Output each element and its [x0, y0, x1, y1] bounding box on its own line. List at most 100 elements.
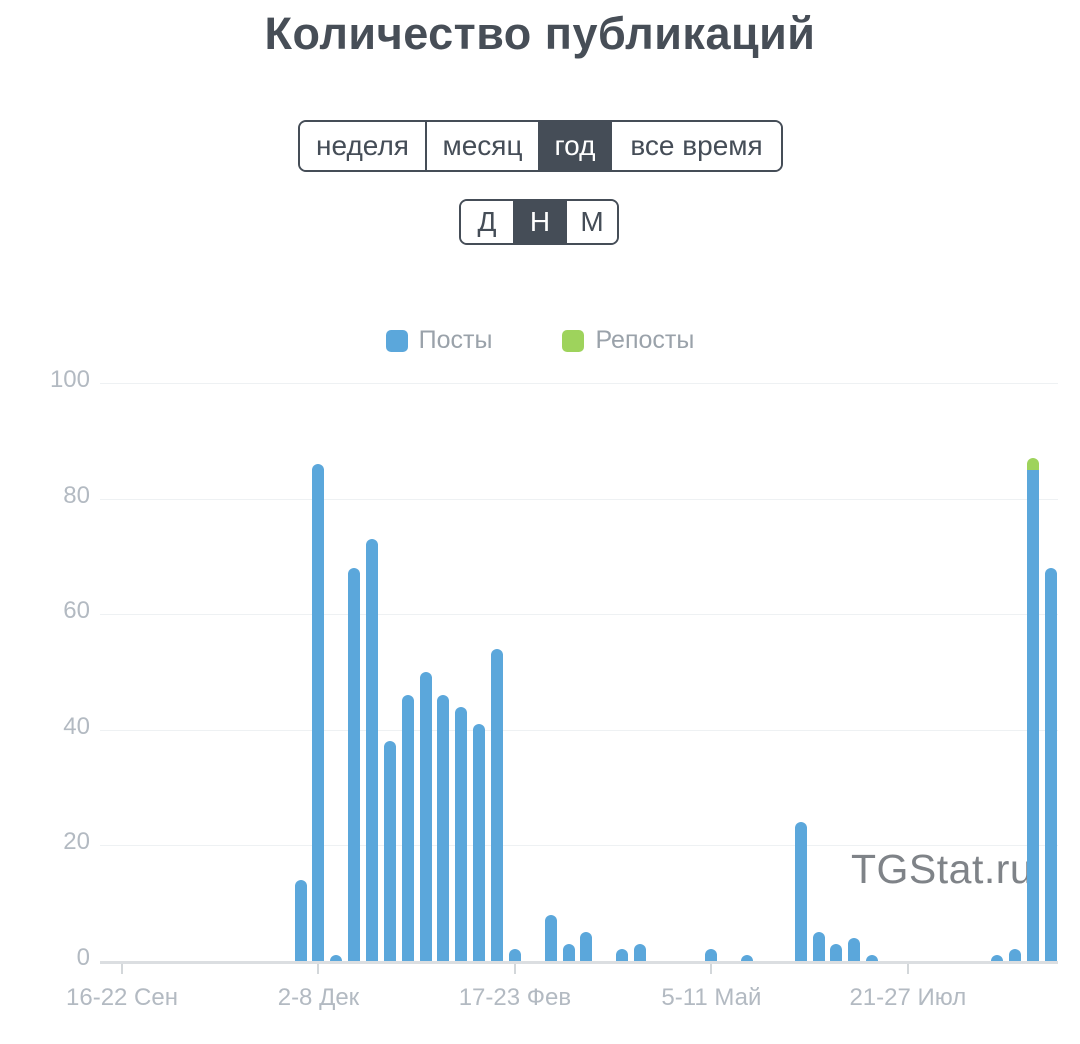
- granularity-option-week[interactable]: Н: [513, 201, 565, 243]
- bar[interactable]: [473, 724, 486, 961]
- period-option-week[interactable]: неделя: [300, 122, 425, 170]
- x-axis-tick: [710, 964, 713, 974]
- legend-item-reposts[interactable]: Репосты: [562, 326, 694, 355]
- bar-posts-segment[interactable]: [991, 955, 1004, 961]
- bar[interactable]: [312, 463, 325, 961]
- bar-posts-segment[interactable]: [330, 955, 343, 961]
- bar-posts-segment[interactable]: [294, 880, 307, 961]
- bar[interactable]: [1009, 949, 1021, 961]
- bar-posts-segment[interactable]: [741, 955, 754, 961]
- bar[interactable]: [419, 672, 432, 961]
- legend-label-posts: Посты: [418, 326, 493, 354]
- x-axis-tick-label: 2-8 Дек: [277, 984, 360, 1011]
- granularity-option-month[interactable]: М: [565, 201, 617, 243]
- page-title: Количество публикаций: [264, 8, 816, 59]
- bar-posts-segment[interactable]: [866, 955, 879, 961]
- bar[interactable]: [848, 937, 861, 961]
- bar-posts-segment[interactable]: [830, 943, 843, 961]
- bar-posts-segment[interactable]: [348, 567, 361, 961]
- bar[interactable]: [830, 943, 843, 961]
- bar-posts-segment[interactable]: [366, 539, 379, 961]
- bar-posts-segment[interactable]: [312, 463, 325, 961]
- bar[interactable]: [544, 914, 557, 961]
- bar-posts-segment[interactable]: [473, 724, 486, 961]
- bar-posts-segment[interactable]: [562, 943, 575, 961]
- bar[interactable]: [812, 932, 825, 961]
- x-axis-tick: [121, 964, 123, 974]
- x-axis-line: [100, 961, 1058, 964]
- bar[interactable]: [348, 567, 361, 961]
- y-axis-tick-label: 20: [63, 828, 90, 856]
- gridline: [100, 845, 1058, 847]
- bar-posts-segment[interactable]: [580, 932, 593, 961]
- bar[interactable]: [794, 822, 807, 961]
- bar-posts-segment[interactable]: [633, 943, 646, 961]
- chart-legend: Посты Репосты: [0, 326, 1080, 355]
- bar-posts-segment[interactable]: [401, 695, 414, 961]
- period-option-year[interactable]: год: [538, 122, 610, 170]
- bar[interactable]: [401, 695, 414, 961]
- bar[interactable]: [383, 741, 396, 961]
- bar[interactable]: [562, 943, 575, 961]
- bar-posts-segment[interactable]: [812, 932, 825, 961]
- posts-swatch-icon: [385, 329, 408, 352]
- bar[interactable]: [1026, 458, 1039, 961]
- x-axis-tick-label: 16-22 Сен: [66, 984, 178, 1011]
- bar-posts-segment[interactable]: [383, 741, 396, 961]
- bar-posts-segment[interactable]: [437, 695, 450, 961]
- gridline: [100, 498, 1058, 500]
- bar-reposts-segment[interactable]: [1026, 458, 1039, 470]
- reposts-swatch-icon: [562, 329, 585, 352]
- bar[interactable]: [616, 949, 629, 961]
- bar-posts-segment[interactable]: [705, 949, 718, 961]
- y-axis-tick-label: 60: [63, 597, 90, 625]
- bar[interactable]: [491, 648, 504, 961]
- bar[interactable]: [1044, 567, 1057, 961]
- chart: TGStat.ru 0 20 40 60 80 100 16-22 Сен 2-8 Дек 1…: [0, 367, 1080, 1033]
- bar[interactable]: [508, 949, 521, 961]
- bar-posts-segment[interactable]: [508, 949, 521, 961]
- bar[interactable]: [741, 955, 754, 961]
- watermark: TGStat.ru: [851, 846, 1034, 892]
- bar-posts-segment[interactable]: [794, 822, 807, 961]
- bar[interactable]: [580, 932, 593, 961]
- gridline: [100, 729, 1058, 731]
- bar-posts-segment[interactable]: [1009, 949, 1021, 961]
- bar-posts-segment[interactable]: [1026, 469, 1039, 961]
- x-axis-tick: [906, 964, 909, 974]
- period-option-alltime[interactable]: все время: [610, 122, 781, 170]
- x-axis-tick-label: 17-23 Фев: [458, 984, 572, 1011]
- bar[interactable]: [455, 706, 468, 961]
- granularity-option-day[interactable]: Д: [461, 201, 513, 243]
- bar[interactable]: [294, 880, 307, 961]
- y-axis-tick-label: 100: [49, 366, 90, 393]
- y-axis-tick-label: 40: [63, 712, 90, 740]
- bar-posts-segment[interactable]: [848, 937, 861, 961]
- bar-posts-segment[interactable]: [491, 648, 504, 961]
- bar[interactable]: [991, 955, 1004, 961]
- x-axis-tick-label: 21-27 Июл: [849, 984, 967, 1011]
- bar[interactable]: [437, 695, 450, 961]
- bar[interactable]: [705, 949, 718, 961]
- y-axis-tick-label: 80: [63, 481, 90, 509]
- bar-posts-segment[interactable]: [419, 672, 432, 961]
- bar[interactable]: [633, 943, 646, 961]
- legend-item-posts[interactable]: Посты: [385, 326, 493, 355]
- legend-label-reposts: Репосты: [595, 326, 695, 354]
- x-axis-tick-label: 5-11 Май: [661, 984, 762, 1011]
- bar[interactable]: [866, 955, 879, 961]
- y-axis-tick-label: 0: [76, 944, 90, 971]
- bar[interactable]: [330, 955, 343, 961]
- bar-posts-segment[interactable]: [1044, 567, 1057, 961]
- bar[interactable]: [366, 539, 379, 961]
- x-axis-tick: [317, 964, 320, 974]
- x-axis-tick: [513, 964, 516, 974]
- bar-posts-segment[interactable]: [616, 949, 629, 961]
- plot-area: [100, 383, 1058, 961]
- bar-posts-segment[interactable]: [455, 706, 468, 961]
- gridline: [100, 383, 1058, 384]
- period-option-month[interactable]: месяц: [425, 122, 538, 170]
- granularity-toggle: Д Н М: [459, 199, 619, 245]
- bar-posts-segment[interactable]: [544, 914, 557, 961]
